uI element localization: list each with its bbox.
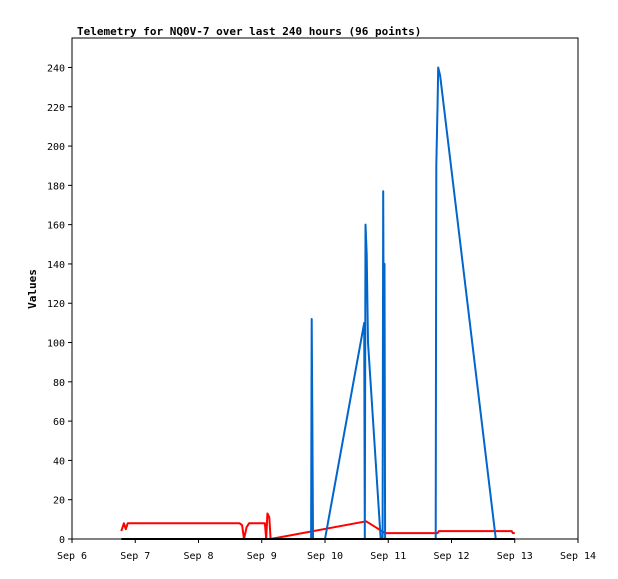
y-tick-label: 0 — [59, 535, 65, 546]
y-tick-label: 160 — [47, 221, 65, 232]
x-axis: Sep 6 Sep 7 Sep 8 Sep 9 Sep 10 Sep 11 Sep 12 Se… — [57, 539, 596, 562]
y-tick-label: 80 — [53, 378, 65, 389]
x-tick-label: Sep 9 — [247, 551, 277, 562]
plot-frame — [71, 37, 579, 540]
y-tick-label: 100 — [47, 339, 65, 350]
series-layer — [120, 66, 515, 540]
y-tick-label: 120 — [47, 299, 65, 310]
y-tick-label: 140 — [47, 260, 65, 271]
x-tick-label: Sep 10 — [307, 551, 343, 562]
chart-title: Telemetry for NQ0V-7 over last 240 hours… — [77, 25, 421, 38]
x-tick-label: Sep 11 — [370, 551, 406, 562]
y-tick-label: 20 — [53, 496, 65, 507]
x-tick-label: Sep 6 — [57, 551, 87, 562]
x-tick-label: Sep 14 — [560, 551, 596, 562]
x-tick-label: Sep 7 — [120, 551, 150, 562]
y-tick-label: 40 — [53, 456, 65, 467]
x-tick-label: Sep 13 — [497, 551, 533, 562]
series-line-0 — [120, 512, 515, 540]
x-tick-label: Sep 12 — [433, 551, 469, 562]
y-tick-label: 180 — [47, 181, 65, 192]
series-line-1 — [310, 66, 497, 540]
y-axis-label: Values — [26, 269, 39, 309]
y-axis: 0 20 40 60 80 100 120 140 160 180 200 220 240 — [47, 63, 72, 546]
x-tick-label: Sep 8 — [183, 551, 213, 562]
y-tick-label: 60 — [53, 417, 65, 428]
y-tick-label: 240 — [47, 63, 65, 74]
y-tick-label: 200 — [47, 142, 65, 153]
y-tick-label: 220 — [47, 103, 65, 114]
